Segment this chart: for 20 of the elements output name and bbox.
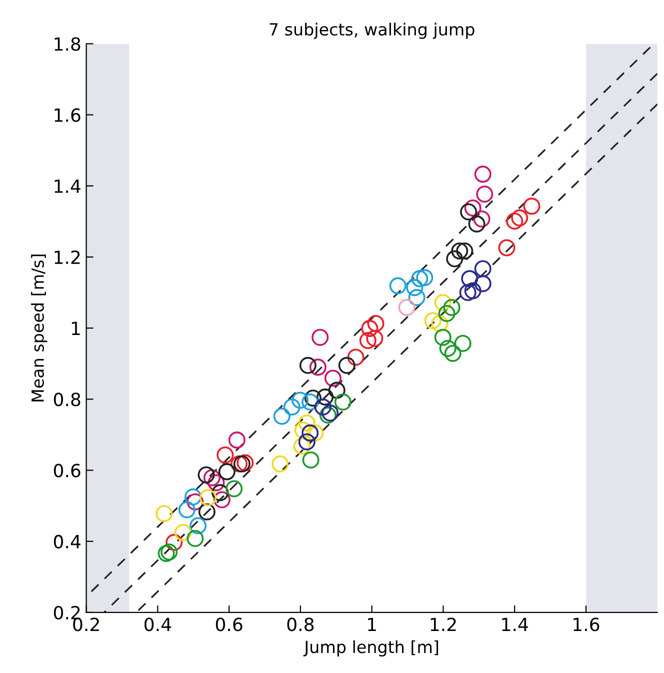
- y-tick-label: 0.4: [54, 534, 80, 548]
- chart-title: 7 subjects, walking jump: [270, 22, 474, 39]
- x-tick-label: 0.4: [144, 618, 172, 632]
- y-tick-label: 0.6: [54, 464, 80, 478]
- y-tick-label: 1.8: [54, 37, 80, 51]
- y-tick-label: 1.2: [54, 250, 80, 264]
- y-tick-label: 1.6: [54, 108, 80, 122]
- x-tick-label: 1.6: [574, 618, 600, 632]
- x-tick-label: 0.6: [216, 618, 242, 632]
- x-tick-label: 0.2: [73, 618, 99, 632]
- x-tick-label: 1.4: [502, 618, 528, 632]
- y-tick-label: 0.8: [54, 392, 80, 406]
- y-tick-label: 1.4: [54, 180, 80, 193]
- x-axis-title: Jump length [m]: [303, 640, 438, 656]
- y-tick-label: 1: [72, 322, 80, 335]
- y-tick-label: 0.2: [54, 606, 80, 620]
- y-axis-title: Mean speed [m/s]: [31, 254, 48, 402]
- x-tick-label: 1.2: [430, 618, 456, 632]
- x-tick-label: 1: [368, 618, 376, 632]
- x-tick-label: 0.8: [287, 618, 314, 632]
